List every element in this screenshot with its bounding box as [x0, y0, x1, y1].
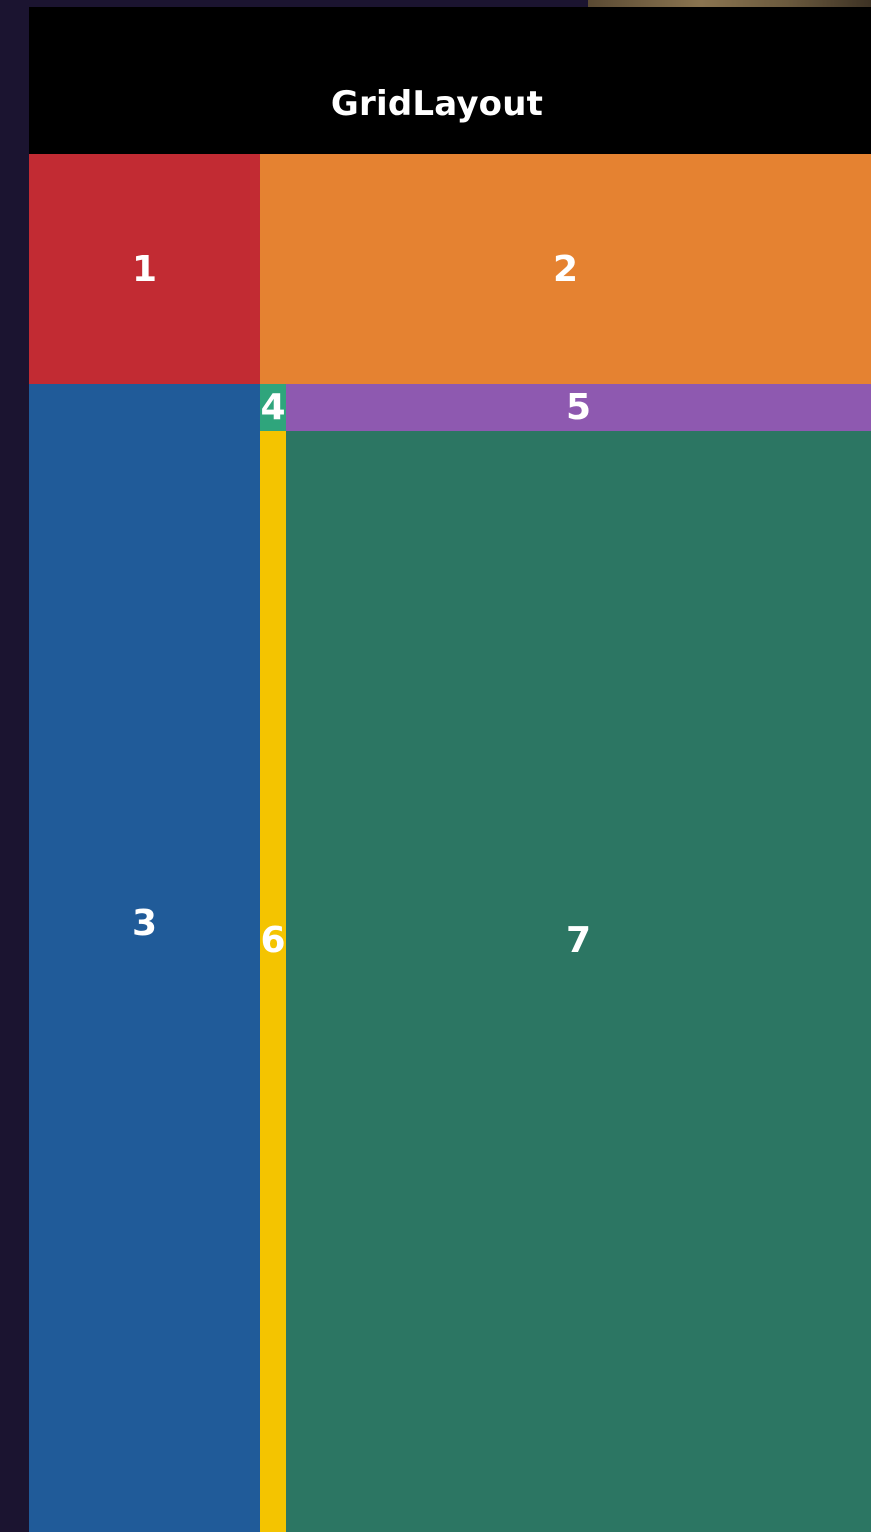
grid-cell-label: 7: [565, 920, 592, 961]
grid-cell-label: 5: [565, 387, 592, 428]
grid-cell-label: 3: [131, 902, 158, 944]
grid-cell-1: 1: [29, 154, 260, 384]
wallpaper-peek: [588, 0, 871, 7]
grid-cell-label: 4: [260, 387, 286, 428]
grid-cell-label: 6: [260, 920, 286, 961]
grid-cell-label: 1: [131, 248, 158, 290]
app-window: GridLayout 1 2 3 4 5 6 7: [29, 7, 871, 1532]
grid-cell-label: 2: [552, 248, 579, 290]
grid-cell-5: 5: [286, 384, 871, 431]
status-strip: [0, 0, 871, 7]
navigation-bar: GridLayout: [29, 7, 871, 154]
grid-cell-6: 6: [260, 431, 286, 1532]
grid-cell-3: 3: [29, 384, 260, 1532]
grid-cell-7: 7: [286, 431, 871, 1532]
grid-cell-4: 4: [260, 384, 286, 431]
grid-cell-2: 2: [260, 154, 871, 384]
nav-title: GridLayout: [330, 84, 544, 124]
